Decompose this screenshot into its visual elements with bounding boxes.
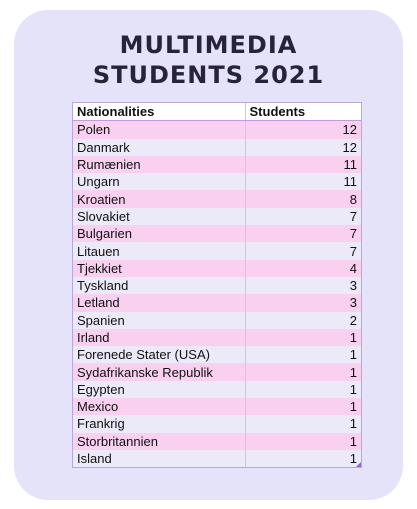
chart-title: MULTIMEDIA STUDENTS 2021 [14, 30, 403, 90]
nationality-cell: Forenede Stater (USA) [73, 346, 246, 364]
students-cell: 1 [245, 363, 361, 381]
nationality-cell: Mexico [73, 398, 246, 416]
students-cell: 1 [245, 328, 361, 347]
table-header-row: Nationalities Students [73, 103, 361, 122]
nationality-cell: Tjekkiet [73, 259, 246, 277]
students-cell: 1 [245, 449, 361, 468]
table-row: Tjekkiet 4 [73, 259, 361, 277]
nationality-cell: Sydafrikanske Republik [73, 363, 246, 381]
table-body: Polen 12 Danmark 12 Rumænien 11 Ungarn 11 Kroati… [73, 120, 361, 468]
table-row: Spanien 2 [73, 311, 361, 329]
students-cell: 11 [245, 173, 361, 191]
table-row: Frankrig 1 [73, 415, 361, 433]
table-row: Mexico 1 [73, 398, 361, 416]
students-cell: 8 [245, 190, 361, 208]
card: MULTIMEDIA STUDENTS 2021 Nationalities S… [14, 10, 403, 500]
nationality-cell: Irland [73, 328, 246, 347]
nationality-cell: Rumænien [73, 155, 246, 174]
column-header-nationalities: Nationalities [73, 103, 246, 122]
nationality-cell: Kroatien [73, 190, 246, 208]
nationality-cell: Storbritannien [73, 432, 246, 450]
students-cell: 1 [245, 432, 361, 450]
students-cell: 11 [245, 155, 361, 174]
students-cell: 3 [245, 276, 361, 295]
nationality-cell: Letland [73, 294, 246, 312]
nationality-cell: Frankrig [73, 415, 246, 433]
nationality-cell: Egypten [73, 380, 246, 399]
table-row: Polen 12 [73, 120, 361, 139]
table-row: Island 1 [73, 449, 361, 468]
nationality-cell: Litauen [73, 242, 246, 260]
students-cell: 1 [245, 415, 361, 433]
students-cell: 7 [245, 225, 361, 243]
students-cell: 4 [245, 259, 361, 277]
nationality-cell: Island [73, 449, 246, 468]
nationality-cell: Ungarn [73, 173, 246, 191]
students-table: Nationalities Students Polen 12 Danmark 12 R… [72, 102, 362, 469]
table-row: Rumænien 11 [73, 155, 361, 174]
column-header-students: Students [245, 103, 361, 122]
table-row: Litauen 7 [73, 242, 361, 260]
students-cell: 12 [245, 138, 361, 156]
resize-handle-icon [356, 462, 361, 468]
students-cell: 12 [245, 120, 361, 139]
students-cell: 1 [245, 398, 361, 416]
students-cell: 2 [245, 311, 361, 329]
nationality-cell: Danmark [73, 138, 246, 156]
students-cell: 1 [245, 346, 361, 364]
table-row: Slovakiet 7 [73, 207, 361, 226]
table-row: Ungarn 11 [73, 173, 361, 191]
table-row: Tyskland 3 [73, 276, 361, 295]
nationality-cell: Polen [73, 120, 246, 139]
nationality-cell: Tyskland [73, 276, 246, 295]
title-line-1: MULTIMEDIA [119, 31, 298, 59]
students-cell: 7 [245, 242, 361, 260]
table-row: Letland 3 [73, 294, 361, 312]
students-cell: 3 [245, 294, 361, 312]
table-row: Kroatien 8 [73, 190, 361, 208]
nationality-cell: Bulgarien [73, 225, 246, 243]
table-row: Sydafrikanske Republik 1 [73, 363, 361, 381]
title-line-2: STUDENTS 2021 [92, 61, 325, 89]
table-row: Storbritannien 1 [73, 432, 361, 450]
nationality-cell: Spanien [73, 311, 246, 329]
table-row: Danmark 12 [73, 138, 361, 156]
students-cell: 7 [245, 207, 361, 226]
students-cell: 1 [245, 380, 361, 399]
table-row: Irland 1 [73, 328, 361, 347]
table-row: Egypten 1 [73, 380, 361, 399]
nationality-cell: Slovakiet [73, 207, 246, 226]
table-row: Bulgarien 7 [73, 225, 361, 243]
table-row: Forenede Stater (USA) 1 [73, 346, 361, 364]
